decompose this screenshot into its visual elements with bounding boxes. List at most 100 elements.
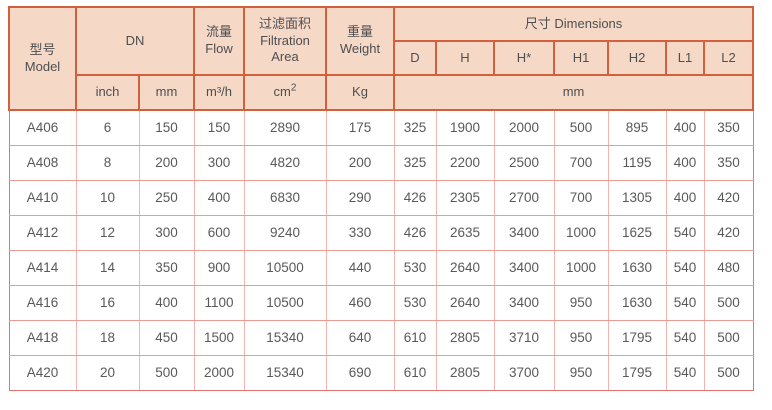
cell-area: 15340: [243, 354, 327, 391]
unit-flow: m³/h: [193, 74, 245, 111]
cell-d: 325: [393, 144, 437, 181]
cell-area: 15340: [243, 319, 327, 356]
cell-l1: 540: [665, 249, 705, 286]
cell-h2: 1630: [607, 249, 667, 286]
cell-flow: 150: [193, 109, 245, 146]
header-row-2: D H H* H1 H2 L1 L2: [9, 40, 755, 76]
cell-h2: 1630: [607, 284, 667, 321]
cell-h: 2640: [435, 284, 495, 321]
cell-d: 610: [393, 319, 437, 356]
cell-weight: 640: [325, 319, 395, 356]
header-dim-l2: L2: [702, 40, 755, 76]
cell-weight: 460: [325, 284, 395, 321]
cell-h2: 1795: [607, 319, 667, 356]
cell-model: A406: [8, 109, 77, 146]
header-weight-zh: 重量: [346, 24, 373, 40]
cell-d: 325: [393, 109, 437, 146]
cell-l2: 480: [703, 249, 754, 286]
cell-hstar: 2000: [493, 109, 555, 146]
cell-hstar: 3700: [493, 354, 555, 391]
cell-dn-mm: 450: [138, 319, 195, 356]
cell-model: A420: [8, 354, 77, 391]
cell-h: 2200: [435, 144, 495, 181]
header-flow-zh: 流量: [205, 24, 232, 40]
unit-area-base: cm: [273, 84, 291, 100]
cell-h2: 1625: [607, 214, 667, 251]
cell-h2: 895: [607, 109, 667, 146]
cell-h2: 1195: [607, 144, 667, 181]
cell-model: A410: [8, 179, 77, 216]
cell-dn-inch: 10: [75, 179, 140, 216]
cell-model: A408: [8, 144, 77, 181]
cell-l1: 540: [665, 214, 705, 251]
cell-dn-mm: 300: [138, 214, 195, 251]
cell-flow: 600: [193, 214, 245, 251]
unit-inch: inch: [75, 74, 140, 111]
header-model-en: Model: [24, 58, 61, 74]
cell-model: A412: [8, 214, 77, 251]
cell-h1: 700: [553, 144, 609, 181]
cell-weight: 290: [325, 179, 395, 216]
cell-hstar: 3710: [493, 319, 555, 356]
cell-h1: 1000: [553, 249, 609, 286]
cell-dn-inch: 16: [75, 284, 140, 321]
cell-l2: 420: [703, 214, 754, 251]
cell-flow: 1100: [193, 284, 245, 321]
header-dimensions: 尺寸 Dimensions: [392, 6, 755, 42]
cell-hstar: 3400: [493, 284, 555, 321]
cell-area: 4820: [243, 144, 327, 181]
cell-d: 530: [393, 284, 437, 321]
cell-h: 2805: [435, 354, 495, 391]
cell-h1: 700: [553, 179, 609, 216]
cell-dn-mm: 400: [138, 284, 195, 321]
header-filtration-en-1: Filtration: [260, 32, 310, 48]
cell-weight: 440: [325, 249, 395, 286]
cell-area: 10500: [243, 284, 327, 321]
cell-l1: 400: [665, 179, 705, 216]
cell-l1: 400: [665, 144, 705, 181]
cell-dn-inch: 20: [75, 354, 140, 391]
table-row-a406: A406 6 150 150 2890 175 325 1900 2000 50…: [8, 109, 754, 146]
header-filtration-area: 过滤面积 Filtration Area: [243, 6, 327, 76]
cell-model: A414: [8, 249, 77, 286]
cell-h1: 950: [553, 354, 609, 391]
header-row-units: inch mm m³/h cm2 Kg mm: [9, 74, 755, 111]
cell-area: 9240: [243, 214, 327, 251]
cell-l2: 500: [703, 319, 754, 356]
cell-h: 2635: [435, 214, 495, 251]
cell-h1: 950: [553, 284, 609, 321]
cell-dn-mm: 350: [138, 249, 195, 286]
unit-area: cm2: [243, 74, 327, 111]
cell-flow: 1500: [193, 319, 245, 356]
cell-dn-inch: 8: [75, 144, 140, 181]
cell-h2: 1795: [607, 354, 667, 391]
header-dim-hstar: H*: [493, 40, 555, 76]
table-row-a414: A414 14 350 900 10500 440 530 2640 3400 …: [8, 249, 754, 286]
cell-l2: 350: [703, 109, 754, 146]
cell-area: 2890: [243, 109, 327, 146]
table-row-a416: A416 16 400 1100 10500 460 530 2640 3400…: [8, 284, 754, 321]
header-weight: 重量 Weight: [325, 6, 395, 76]
cell-d: 426: [393, 179, 437, 216]
cell-hstar: 2700: [493, 179, 555, 216]
cell-area: 10500: [243, 249, 327, 286]
cell-dn-mm: 250: [138, 179, 195, 216]
cell-l1: 540: [665, 284, 705, 321]
cell-dn-inch: 18: [75, 319, 140, 356]
cell-dn-mm: 200: [138, 144, 195, 181]
header-model: 型号 Model: [8, 6, 77, 111]
cell-flow: 900: [193, 249, 245, 286]
table-row-a408: A408 8 200 300 4820 200 325 2200 2500 70…: [8, 144, 754, 181]
table-header: 型号 Model DN 流量 Flow 过滤面积 Filtration Area…: [8, 6, 755, 111]
header-filtration-zh: 过滤面积: [258, 15, 311, 31]
header-model-zh: 型号: [29, 41, 56, 57]
header-dim-d: D: [393, 40, 437, 76]
header-flow-en: Flow: [205, 41, 233, 56]
cell-flow: 2000: [193, 354, 245, 391]
cell-h1: 950: [553, 319, 609, 356]
cell-dn-mm: 150: [138, 109, 195, 146]
table-row-a418: A418 18 450 1500 15340 640 610 2805 3710…: [8, 319, 754, 356]
header-filtration-en-2: Area: [271, 49, 299, 65]
cell-l2: 500: [703, 284, 754, 321]
